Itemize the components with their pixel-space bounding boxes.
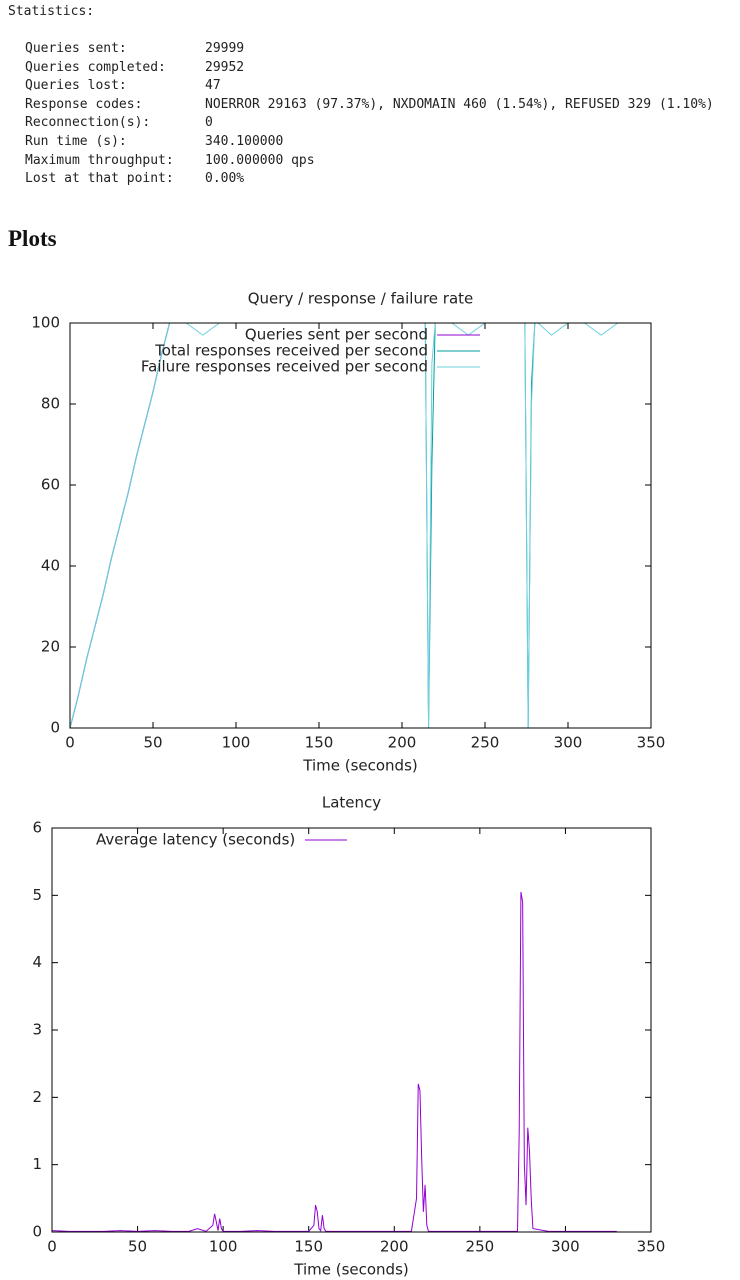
- y-tick-label: 40: [41, 557, 60, 575]
- stat-value: 340.100000: [205, 134, 284, 149]
- stat-label: Lost at that point:: [25, 171, 174, 187]
- legend-label: Total responses received per second: [154, 342, 428, 360]
- x-tick-label: 350: [637, 734, 666, 752]
- stat-label: Queries lost:: [25, 78, 127, 94]
- plot-frame: [51, 827, 652, 1233]
- stat-value: NOERROR 29163 (97.37%), NXDOMAIN 460 (1.…: [205, 96, 714, 112]
- stats-block: Queries sent: 29999 Queries completed: 2995…: [25, 40, 740, 200]
- y-tick-label: 100: [31, 314, 60, 332]
- x-tick-label: 250: [471, 734, 500, 752]
- series-line: [69, 322, 619, 729]
- legend-label: Average latency (seconds): [96, 831, 295, 849]
- x-axis-label: Time (seconds): [293, 1261, 409, 1279]
- x-tick-label: 0: [65, 734, 75, 752]
- x-tick-label: 50: [143, 734, 162, 752]
- x-tick-label: 50: [128, 1238, 147, 1256]
- y-tick-label: 6: [32, 819, 42, 837]
- x-axis-label: Time (seconds): [302, 757, 418, 775]
- series-line: [69, 322, 618, 729]
- section-heading: Plots: [8, 226, 57, 251]
- stat-label: Maximum throughput:: [25, 152, 174, 168]
- series-line: [51, 891, 617, 1232]
- stat-value: 29999: [205, 41, 245, 56]
- stat-value: 0: [205, 115, 213, 131]
- y-tick-label: 60: [41, 476, 60, 494]
- series-line: [69, 322, 618, 729]
- chart-title: Query / response / failure rate: [248, 290, 474, 308]
- stat-value: 29952: [205, 59, 245, 75]
- y-tick-label: 80: [41, 395, 60, 413]
- x-tick-label: 350: [637, 1238, 666, 1256]
- x-tick-label: 250: [466, 1238, 495, 1256]
- x-tick-label: 150: [294, 1238, 323, 1256]
- plot-frame: [69, 322, 652, 729]
- stat-label: Response codes:: [25, 96, 143, 112]
- stat-value: 47: [205, 78, 221, 94]
- x-tick-label: 100: [209, 1238, 238, 1256]
- y-tick-label: 0: [32, 1223, 42, 1241]
- y-tick-label: 5: [32, 886, 42, 904]
- stat-value: 100.000000 qps: [205, 152, 315, 168]
- x-tick-label: 100: [222, 734, 251, 752]
- x-tick-label: 300: [554, 734, 583, 752]
- stat-label: Reconnection(s):: [25, 115, 151, 131]
- y-tick-label: 2: [32, 1088, 42, 1106]
- x-tick-label: 200: [388, 734, 417, 752]
- chart-title: Latency: [322, 794, 381, 812]
- y-tick-label: 20: [41, 638, 60, 656]
- stat-label: Queries sent:: [25, 41, 127, 56]
- x-tick-label: 150: [305, 734, 334, 752]
- y-tick-label: 4: [32, 953, 42, 971]
- legend-label: Queries sent per second: [245, 326, 428, 344]
- y-tick-label: 0: [50, 719, 60, 737]
- x-tick-label: 0: [47, 1238, 57, 1256]
- y-tick-label: 3: [32, 1021, 42, 1039]
- legend-label: Failure responses received per second: [141, 358, 428, 376]
- x-tick-label: 200: [380, 1238, 409, 1256]
- x-tick-label: 300: [551, 1238, 580, 1256]
- stats-title: Statistics:: [8, 4, 95, 19]
- stat-label: Queries completed:: [25, 59, 166, 75]
- stat-value: 0.00%: [205, 171, 245, 187]
- stat-label: Run time (s):: [25, 134, 127, 149]
- y-tick-label: 1: [32, 1155, 42, 1173]
